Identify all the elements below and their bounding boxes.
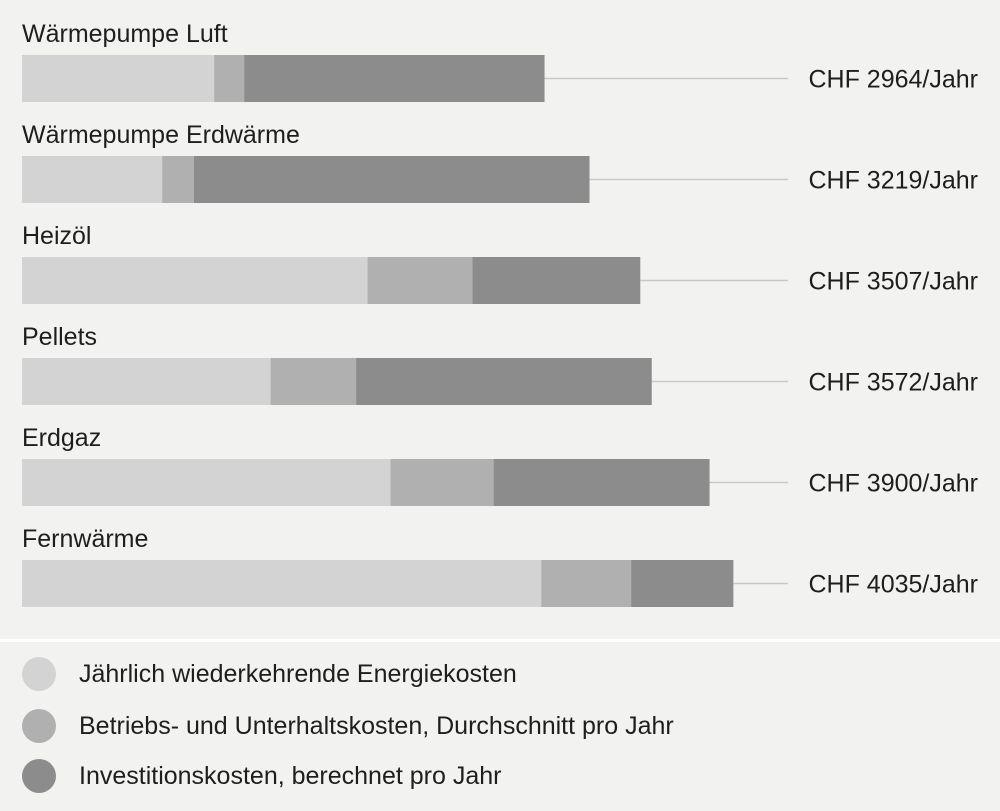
total-label-waermepumpe-luft: CHF 2964/Jahr <box>808 66 978 94</box>
bar-segment-waermepumpe-luft-1 <box>22 55 215 102</box>
legend-swatch-betriebskosten <box>22 709 56 743</box>
total-label-heizoel: CHF 3507/Jahr <box>808 268 978 296</box>
total-label-fernwaerme: CHF 4035/Jahr <box>808 571 978 599</box>
legend-label-investitionskosten: Investitionskosten, berechnet pro Jahr <box>79 761 502 790</box>
legend-divider <box>0 639 1000 642</box>
category-label-heizoel: Heizöl <box>22 222 91 250</box>
legend-item-betriebskosten: Betriebs- und Unterhaltskosten, Durchsch… <box>22 706 674 746</box>
total-label-waermepumpe-erdwaerme: CHF 3219/Jahr <box>808 167 978 195</box>
total-label-pellets: CHF 3572/Jahr <box>808 369 978 397</box>
bar-segment-erdgaz-3 <box>493 459 710 506</box>
legend-swatch-investitionskosten <box>22 759 56 793</box>
bar-segment-pellets-1 <box>22 358 271 405</box>
legend-label-energiekosten: Jährlich wiederkehrende Energiekosten <box>79 659 517 688</box>
category-label-fernwaerme: Fernwärme <box>22 525 148 553</box>
bar-segment-pellets-2 <box>270 358 357 405</box>
chart-legend: Jährlich wiederkehrende Energiekosten Be… <box>0 642 1000 811</box>
category-label-pellets: Pellets <box>22 323 97 351</box>
legend-label-betriebskosten: Betriebs- und Unterhaltskosten, Durchsch… <box>79 711 674 740</box>
bar-segment-heizoel-1 <box>22 257 368 304</box>
bar-segment-fernwaerme-3 <box>631 560 734 607</box>
bar-segment-waermepumpe-erdwaerme-1 <box>22 156 163 203</box>
bar-segment-erdgaz-1 <box>22 459 391 506</box>
category-label-waermepumpe-erdwaerme: Wärmepumpe Erdwärme <box>22 121 300 149</box>
bar-segment-fernwaerme-1 <box>22 560 542 607</box>
legend-item-energiekosten: Jährlich wiederkehrende Energiekosten <box>22 654 517 694</box>
stacked-bar-chart: Wärmepumpe Luft CHF 2964/Jahr Wärmepumpe E… <box>22 20 978 607</box>
legend-swatch-energiekosten <box>22 657 56 691</box>
legend-item-investitionskosten: Investitionskosten, berechnet pro Jahr <box>22 756 501 796</box>
category-label-waermepumpe-luft: Wärmepumpe Luft <box>22 20 228 48</box>
bar-segment-heizoel-2 <box>367 257 473 304</box>
bar-segment-pellets-3 <box>356 358 652 405</box>
bar-segment-heizoel-3 <box>472 257 641 304</box>
bar-segment-fernwaerme-2 <box>541 560 632 607</box>
bar-segment-waermepumpe-erdwaerme-2 <box>162 156 194 203</box>
bar-segment-erdgaz-2 <box>390 459 494 506</box>
bar-segment-waermepumpe-luft-2 <box>214 55 245 102</box>
bar-segment-waermepumpe-erdwaerme-3 <box>193 156 590 203</box>
category-label-erdgaz: Erdgaz <box>22 424 101 452</box>
total-label-erdgaz: CHF 3900/Jahr <box>808 470 978 498</box>
bar-segment-waermepumpe-luft-3 <box>244 55 545 102</box>
